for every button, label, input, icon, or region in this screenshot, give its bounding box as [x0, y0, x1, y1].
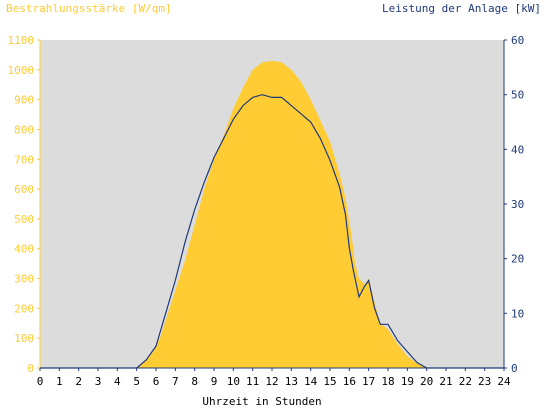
- x-tick-label: 24: [497, 375, 511, 388]
- y-left-tick-label: 700: [14, 153, 34, 166]
- x-axis-label: Uhrzeit in Stunden: [202, 395, 321, 408]
- x-tick-label: 18: [381, 375, 394, 388]
- x-tick-label: 8: [191, 375, 198, 388]
- x-tick-label: 2: [75, 375, 82, 388]
- x-tick-label: 15: [323, 375, 336, 388]
- right-axis-title: Leistung der Anlage [kW]: [382, 2, 541, 15]
- x-tick-label: 1: [56, 375, 63, 388]
- x-tick-label: 13: [285, 375, 298, 388]
- y-left-tick-label: 0: [27, 362, 34, 375]
- irradiance-area: [40, 60, 504, 369]
- x-tick-label: 14: [304, 375, 318, 388]
- x-tick-label: 3: [95, 375, 102, 388]
- y-left-tick-label: 400: [14, 243, 34, 256]
- x-tick-label: 0: [37, 375, 44, 388]
- x-tick-label: 10: [227, 375, 240, 388]
- y-left-tick-label: 1100: [8, 34, 35, 47]
- y-right-tick-label: 50: [511, 89, 524, 102]
- y-left-tick-label: 500: [14, 213, 34, 226]
- irradiance-area-layer: [40, 60, 504, 369]
- power-line: [40, 94, 504, 369]
- y-left-tick-label: 1000: [8, 64, 35, 77]
- y-right-tick-label: 20: [511, 253, 524, 266]
- power-line-layer: [40, 94, 504, 369]
- x-tick-label: 5: [133, 375, 140, 388]
- x-tick-label: 21: [439, 375, 452, 388]
- left-axis-title: Bestrahlungsstärke [W/qm]: [6, 2, 172, 15]
- x-tick-label: 20: [420, 375, 433, 388]
- y-right-tick-label: 10: [511, 307, 524, 320]
- x-tick-label: 12: [265, 375, 278, 388]
- y-right-tick-label: 30: [511, 198, 524, 211]
- y-left-tick-label: 300: [14, 273, 34, 286]
- y-left-tick-label: 600: [14, 183, 34, 196]
- x-tick-label: 22: [459, 375, 472, 388]
- y-right-tick-label: 0: [511, 362, 518, 375]
- x-tick-label: 9: [211, 375, 218, 388]
- x-tick-label: 7: [172, 375, 179, 388]
- x-tick-label: 4: [114, 375, 121, 388]
- x-tick-label: 17: [362, 375, 375, 388]
- ticks-layer: 0100200300400500600700800900100011000102…: [8, 34, 525, 388]
- y-right-tick-label: 60: [511, 34, 524, 47]
- x-tick-label: 16: [343, 375, 356, 388]
- y-left-tick-label: 100: [14, 332, 34, 345]
- y-right-tick-label: 40: [511, 143, 524, 156]
- y-left-tick-label: 800: [14, 123, 34, 136]
- y-left-tick-label: 900: [14, 94, 34, 107]
- x-tick-label: 11: [246, 375, 259, 388]
- x-tick-label: 6: [153, 375, 160, 388]
- x-tick-label: 19: [401, 375, 414, 388]
- x-tick-label: 23: [478, 375, 491, 388]
- y-left-tick-label: 200: [14, 302, 34, 315]
